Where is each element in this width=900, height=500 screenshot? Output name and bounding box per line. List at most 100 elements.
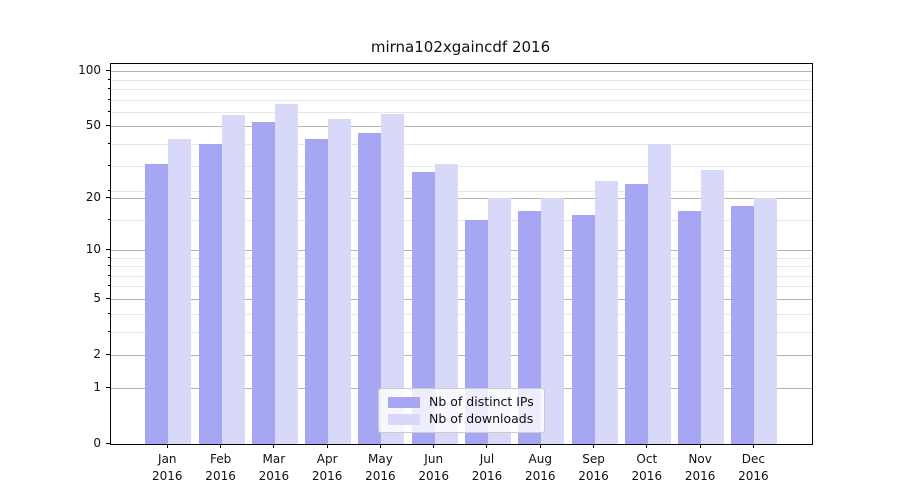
y-tick-mark: [106, 386, 110, 388]
bar-distinct-ips-may: [358, 133, 382, 444]
minor-gridline: [111, 79, 812, 81]
y-minor-tick-mark: [107, 274, 110, 276]
x-tick-label-may: May 2016: [365, 452, 396, 483]
x-tick-mark: [752, 444, 754, 448]
bar-downloads-apr: [328, 119, 352, 444]
minor-gridline: [111, 257, 812, 259]
x-tick-mark: [539, 444, 541, 448]
y-minor-tick-mark: [107, 265, 110, 267]
x-tick-mark: [699, 444, 701, 448]
major-gridline: [111, 250, 812, 252]
bar-distinct-ips-oct: [624, 184, 648, 444]
x-tick-mark: [379, 444, 381, 448]
minor-gridline: [111, 266, 812, 268]
y-tick-label: 100: [78, 63, 101, 78]
y-tick-mark: [106, 70, 110, 72]
minor-gridline: [111, 88, 812, 90]
y-tick-mark: [106, 297, 110, 299]
legend-label-downloads: Nb of downloads: [429, 411, 534, 426]
bar-downloads-dec: [754, 198, 778, 444]
bar-distinct-ips-mar: [251, 122, 275, 444]
bar-distinct-ips-dec: [731, 206, 755, 444]
x-tick-label-sep: Sep 2016: [578, 452, 609, 483]
y-tick-mark: [106, 442, 110, 444]
x-tick-label-nov: Nov 2016: [684, 452, 716, 483]
bar-downloads-feb: [221, 115, 245, 444]
minor-gridline: [111, 143, 812, 145]
major-gridline: [111, 298, 812, 300]
x-tick-label-oct: Oct 2016: [631, 452, 663, 483]
y-tick-mark: [106, 125, 110, 127]
x-tick-label-aug: Aug 2016: [524, 452, 556, 483]
y-tick-mark: [106, 353, 110, 355]
bar-downloads-sep: [594, 181, 618, 444]
x-tick-label-jan: Jan 2016: [152, 452, 183, 483]
bar-downloads-jul: [487, 198, 511, 444]
x-tick-label-jun: Jun 2016: [418, 452, 449, 483]
x-tick-mark: [433, 444, 435, 448]
legend-label-distinct-ips: Nb of distinct IPs: [429, 394, 534, 409]
major-gridline: [111, 197, 812, 199]
major-gridline: [111, 354, 812, 356]
legend-entry-downloads: Nb of downloads: [388, 412, 535, 426]
y-minor-tick-mark: [107, 98, 110, 100]
y-minor-tick-mark: [107, 256, 110, 258]
bar-distinct-ips-jun: [411, 172, 435, 444]
x-tick-label-feb: Feb 2016: [205, 452, 236, 483]
y-tick-label: 50: [85, 118, 101, 133]
y-tick-mark: [106, 249, 110, 251]
y-tick-label: 2: [93, 346, 101, 361]
bar-downloads-nov: [701, 169, 725, 444]
legend: Nb of distinct IPs Nb of downloads: [378, 388, 545, 433]
major-gridline: [111, 126, 812, 128]
y-tick-label: 1: [93, 379, 101, 394]
minor-gridline: [111, 275, 812, 277]
bar-downloads-oct: [647, 144, 671, 444]
major-gridline: [111, 71, 812, 73]
x-tick-label-jul: Jul 2016: [471, 452, 503, 483]
bar-distinct-ips-feb: [198, 144, 222, 444]
minor-gridline: [111, 111, 812, 113]
y-minor-tick-mark: [107, 87, 110, 89]
y-tick-label: 5: [93, 290, 101, 305]
minor-gridline: [111, 219, 812, 221]
bar-distinct-ips-nov: [678, 210, 702, 444]
bar-downloads-jan: [168, 138, 192, 444]
bar-downloads-jun: [434, 164, 458, 444]
legend-entry-distinct-ips: Nb of distinct IPs: [388, 395, 535, 409]
bar-downloads-may: [381, 113, 405, 444]
y-minor-tick-mark: [107, 189, 110, 191]
x-tick-mark: [166, 444, 168, 448]
x-tick-mark: [646, 444, 648, 448]
x-tick-mark: [593, 444, 595, 448]
bar-distinct-ips-sep: [571, 215, 595, 444]
x-tick-mark: [326, 444, 328, 448]
legend-swatch-distinct-ips: [388, 396, 420, 408]
y-minor-tick-mark: [107, 78, 110, 80]
y-minor-tick-mark: [107, 110, 110, 112]
bar-downloads-mar: [274, 103, 298, 444]
chart-title: mirna102xgaincdf 2016: [370, 38, 551, 56]
y-minor-tick-mark: [107, 285, 110, 287]
y-minor-tick-mark: [107, 330, 110, 332]
minor-gridline: [111, 99, 812, 101]
y-minor-tick-mark: [107, 312, 110, 314]
legend-swatch-downloads: [388, 413, 420, 425]
x-tick-mark: [273, 444, 275, 448]
x-tick-mark: [220, 444, 222, 448]
minor-gridline: [111, 286, 812, 288]
x-tick-label-dec: Dec 2016: [738, 452, 769, 483]
minor-gridline: [111, 190, 812, 192]
y-minor-tick-mark: [107, 218, 110, 220]
y-tick-label: 20: [85, 189, 101, 204]
minor-gridline: [111, 313, 812, 315]
minor-gridline: [111, 166, 812, 168]
y-tick-label: 10: [85, 242, 101, 257]
bar-distinct-ips-apr: [305, 138, 329, 444]
bar-distinct-ips-aug: [518, 210, 542, 444]
x-tick-mark: [486, 444, 488, 448]
bar-distinct-ips-jan: [145, 164, 169, 444]
x-tick-label-mar: Mar 2016: [258, 452, 290, 483]
y-minor-tick-mark: [107, 142, 110, 144]
